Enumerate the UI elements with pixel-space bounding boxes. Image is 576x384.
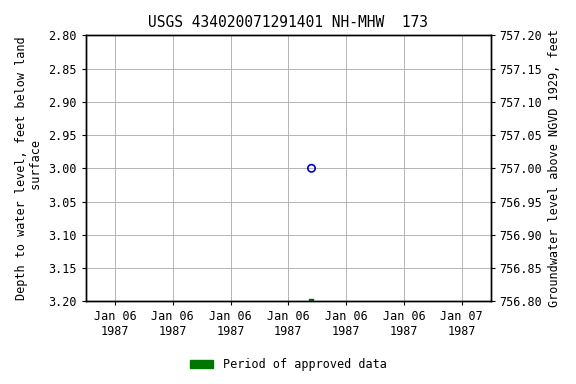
Legend: Period of approved data: Period of approved data	[185, 354, 391, 376]
Y-axis label: Groundwater level above NGVD 1929, feet: Groundwater level above NGVD 1929, feet	[548, 29, 561, 307]
Y-axis label: Depth to water level, feet below land
 surface: Depth to water level, feet below land su…	[15, 36, 43, 300]
Point	[307, 165, 316, 171]
Point	[307, 298, 316, 305]
Title: USGS 434020071291401 NH-MHW  173: USGS 434020071291401 NH-MHW 173	[149, 15, 429, 30]
